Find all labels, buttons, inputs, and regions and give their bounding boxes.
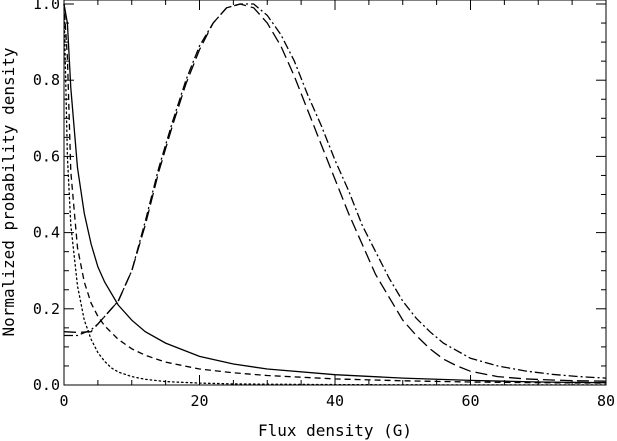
y-tick-label: 0.2 xyxy=(33,300,60,318)
x-tick-label: 0 xyxy=(59,392,68,410)
x-tick-label: 60 xyxy=(461,392,479,410)
y-tick-label: 0.0 xyxy=(33,376,60,394)
x-tick-label: 80 xyxy=(597,392,615,410)
series-line-dash-dot xyxy=(64,3,607,379)
y-tick-label: 0.4 xyxy=(33,224,60,242)
x-axis-label: Flux density (G) xyxy=(258,421,412,440)
x-tick-label: 40 xyxy=(326,392,344,410)
ticks-layer: 0 20 40 60 80 0.0 0.2 0.4 0.6 0.8 1.0 xyxy=(33,0,615,410)
series-layer xyxy=(63,3,607,386)
y-tick-label: 0.8 xyxy=(33,71,60,89)
series-line-dotted xyxy=(63,3,607,386)
series-line-long-dash xyxy=(63,3,607,382)
series-line-dashed xyxy=(63,3,607,384)
y-tick-label: 0.6 xyxy=(33,147,60,165)
series-line-solid xyxy=(63,3,607,384)
y-axis-label: Normalized probability density xyxy=(0,47,18,336)
y-tick-label: 1.0 xyxy=(33,0,60,13)
plot-frame xyxy=(63,0,607,386)
x-tick-label: 20 xyxy=(190,392,208,410)
